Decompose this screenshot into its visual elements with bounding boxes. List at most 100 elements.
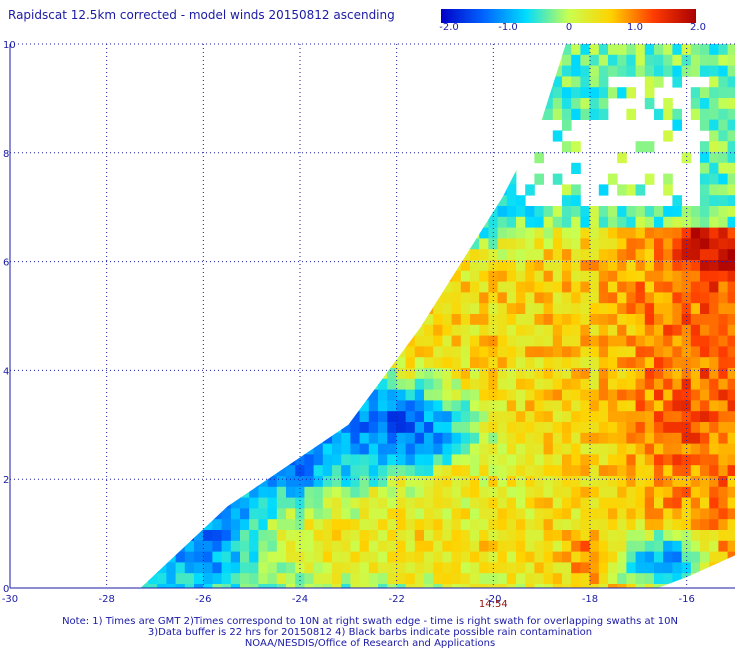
wind-cell (212, 65, 222, 77)
wind-cell (626, 281, 636, 293)
wind-cell (608, 260, 618, 272)
wind-cell (304, 162, 314, 174)
wind-cell (74, 87, 84, 98)
wind-cell (28, 174, 38, 185)
wind-cell (709, 76, 719, 88)
wind-cell (571, 195, 581, 207)
wind-cell (258, 508, 268, 520)
wind-cell (65, 422, 75, 433)
wind-cell (672, 335, 682, 347)
wind-cell (276, 368, 287, 380)
wind-cell (148, 486, 158, 498)
wind-cell (157, 486, 167, 498)
wind-cell (148, 540, 158, 552)
wind-cell (405, 573, 416, 585)
wind-cell (433, 65, 443, 77)
wind-cell (359, 346, 370, 358)
wind-cell (140, 432, 149, 444)
wind-cell (525, 519, 535, 531)
wind-cell (184, 184, 195, 196)
wind-cell (184, 411, 195, 423)
wind-cell (479, 422, 489, 434)
wind-cell (28, 98, 38, 109)
footer-note-1: Note: 1) Times are GMT 2)Times correspon… (62, 616, 678, 627)
wind-cell (175, 443, 186, 455)
wind-cell (304, 54, 314, 66)
wind-cell (460, 422, 471, 434)
wind-cell (276, 530, 287, 542)
wind-cell (516, 216, 526, 228)
wind-cell (470, 314, 480, 326)
wind-cell (479, 584, 489, 588)
wind-cell (451, 54, 462, 66)
wind-cell (341, 562, 351, 574)
wind-cell (663, 270, 673, 282)
wind-cell (405, 389, 416, 401)
wind-cell (332, 432, 342, 444)
wind-cell (654, 465, 664, 477)
wind-cell (608, 584, 618, 588)
wind-cell (414, 411, 425, 423)
wind-cell (28, 152, 38, 163)
wind-cell (194, 368, 204, 380)
wind-cell (552, 465, 563, 477)
wind-cell (672, 519, 682, 531)
wind-cell (368, 357, 379, 369)
wind-cell (286, 108, 296, 120)
wind-cell (322, 378, 333, 390)
wind-cell (727, 314, 735, 326)
wind-cell (525, 432, 535, 444)
wind-cell (709, 119, 719, 131)
wind-cell (608, 173, 618, 185)
wind-cell (405, 152, 416, 164)
wind-cell (175, 152, 186, 164)
wind-cell (700, 432, 710, 444)
wind-cell (322, 238, 333, 250)
wind-cell (258, 465, 268, 477)
wind-cell (19, 184, 29, 195)
wind-cell (184, 195, 195, 207)
wind-cell (424, 519, 434, 531)
wind-cell (497, 357, 508, 369)
wind-cell (120, 76, 130, 87)
wind-cell (663, 486, 673, 498)
wind-cell (341, 476, 351, 488)
wind-cell (359, 184, 370, 196)
wind-cell (130, 292, 140, 303)
wind-cell (19, 573, 29, 584)
wind-cell (322, 324, 333, 336)
wind-cell (84, 562, 94, 573)
wind-cell (506, 141, 517, 153)
wind-cell (516, 238, 526, 250)
wind-cell (341, 270, 351, 282)
wind-cell (580, 44, 590, 56)
wind-cell (157, 465, 167, 477)
wind-cell (157, 173, 167, 185)
wind-cell (525, 476, 535, 488)
wind-cell (470, 346, 480, 358)
wind-cell (47, 109, 57, 120)
wind-cell (470, 281, 480, 293)
wind-cell (589, 551, 600, 563)
wind-cell (84, 357, 94, 368)
wind-cell (497, 411, 508, 423)
wind-cell (571, 303, 581, 315)
wind-cell (359, 400, 370, 412)
wind-cell (140, 324, 149, 336)
wind-cell (516, 108, 526, 120)
wind-cell (718, 206, 728, 218)
wind-cell (258, 44, 268, 56)
wind-cell (543, 389, 554, 401)
wind-cell (140, 216, 149, 228)
wind-cell (267, 584, 278, 588)
wind-cell (414, 476, 425, 488)
wind-cell (626, 335, 636, 347)
wind-cell (525, 368, 535, 380)
wind-cell (10, 174, 20, 185)
wind-cell (451, 324, 462, 336)
wind-cell (681, 497, 692, 509)
wind-cell (194, 76, 204, 88)
wind-cell (175, 357, 186, 369)
wind-cell (240, 54, 250, 66)
wind-cell (194, 108, 204, 120)
